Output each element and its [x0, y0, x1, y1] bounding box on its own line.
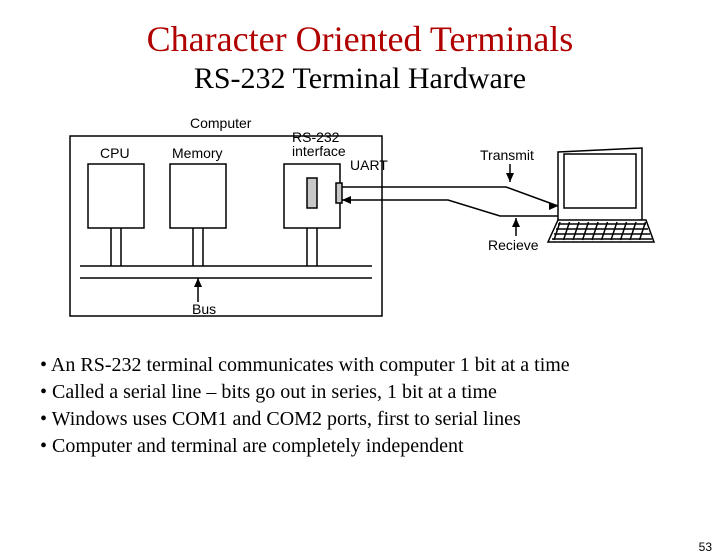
list-item: Windows uses COM1 and COM2 ports, first … [40, 406, 720, 433]
list-item: An RS-232 terminal communicates with com… [40, 352, 720, 379]
bullet-list: An RS-232 terminal communicates with com… [0, 352, 720, 460]
svg-text:CPU: CPU [100, 145, 130, 161]
rs232-diagram: ComputerCPUMemoryRS-232interfaceUARTBusT… [60, 108, 660, 338]
slide-title: Character Oriented Terminals [0, 18, 720, 60]
svg-text:interface: interface [292, 143, 346, 159]
svg-text:UART: UART [350, 157, 388, 173]
svg-text:Bus: Bus [192, 301, 216, 317]
svg-text:Memory: Memory [172, 145, 223, 161]
page-number: 53 [699, 540, 712, 554]
svg-text:Computer: Computer [190, 115, 252, 131]
svg-text:Recieve: Recieve [488, 237, 539, 253]
slide-subtitle: RS-232 Terminal Hardware [0, 62, 720, 96]
list-item: Computer and terminal are completely ind… [40, 433, 720, 460]
list-item: Called a serial line – bits go out in se… [40, 379, 720, 406]
svg-text:Transmit: Transmit [480, 147, 534, 163]
